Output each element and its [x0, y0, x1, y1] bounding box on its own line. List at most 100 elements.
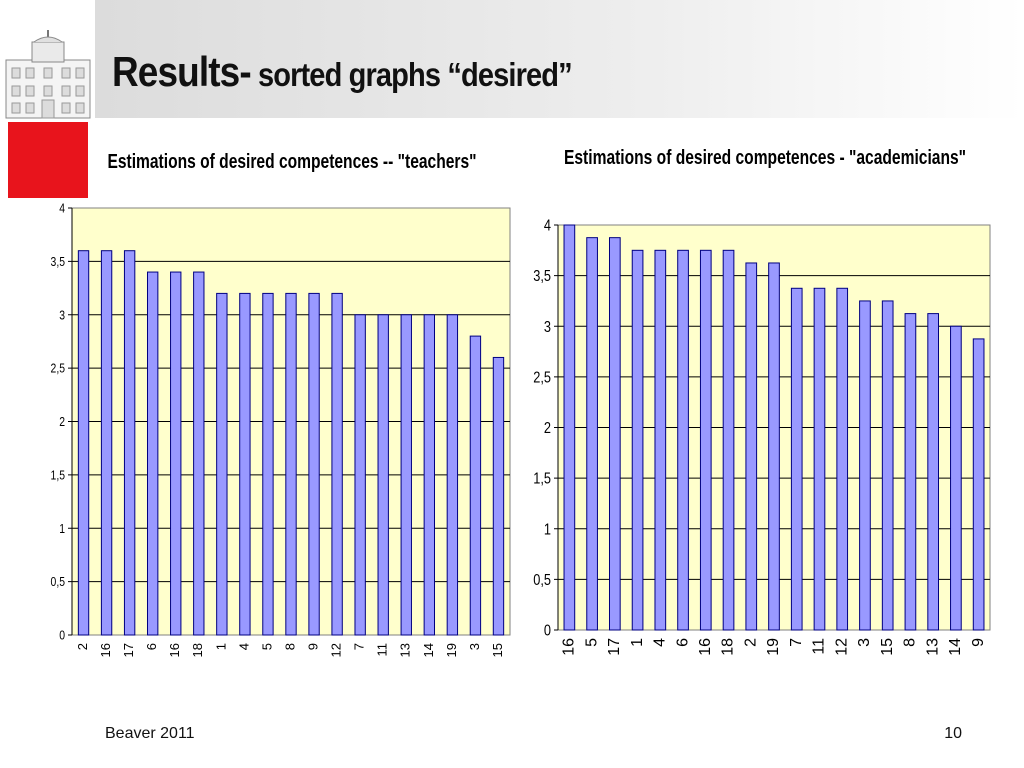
x-tick-label: 12 — [833, 638, 850, 656]
x-tick-label: 2 — [75, 643, 90, 650]
y-tick-label: 1,5 — [533, 470, 551, 488]
x-tick-label: 14 — [947, 638, 964, 656]
title-subtitle: sorted graphs “desired” — [250, 56, 573, 93]
y-tick-label: 3 — [544, 319, 551, 337]
bar-3 — [859, 300, 871, 631]
red-logo-block — [8, 122, 88, 198]
x-tick-label: 6 — [674, 638, 691, 647]
y-tick-label: 2,5 — [51, 362, 66, 376]
x-tick-label: 15 — [490, 643, 505, 657]
bar-4 — [239, 292, 251, 636]
y-tick-label: 1,5 — [51, 468, 66, 482]
bar-17 — [123, 250, 136, 636]
page-number: 10 — [944, 725, 962, 742]
x-tick-label: 4 — [236, 643, 251, 650]
x-tick-label: 13 — [924, 638, 941, 656]
y-tick-label: 4 — [544, 217, 551, 235]
bar-17 — [608, 237, 621, 631]
x-tick-label: 16 — [167, 643, 182, 657]
bar-19 — [446, 314, 459, 636]
x-tick-label: 5 — [583, 638, 600, 647]
y-tick-label: 1 — [544, 521, 551, 539]
x-tick-label: 2 — [742, 638, 759, 647]
bar-15 — [881, 300, 894, 631]
bar-6 — [677, 249, 689, 631]
bar-5 — [262, 292, 274, 636]
y-tick-label: 3,5 — [533, 268, 551, 286]
x-tick-label: 8 — [282, 643, 297, 650]
x-tick-label: 3 — [467, 643, 482, 650]
bar-16 — [170, 271, 182, 636]
bar-6 — [146, 271, 159, 636]
chart-academicians: Estimations of desired competences - "ac… — [533, 146, 991, 656]
chart-teachers: Estimations of desired competences -- "t… — [51, 150, 511, 657]
bar-7 — [354, 314, 366, 636]
y-tick-label: 2 — [544, 420, 551, 438]
bar-14 — [423, 314, 436, 636]
y-tick-label: 3 — [59, 308, 65, 322]
y-tick-label: 0 — [59, 629, 65, 643]
bar-13 — [400, 314, 412, 636]
footer-text: Beaver 2011 — [105, 725, 195, 742]
y-tick-label: 0,5 — [51, 575, 66, 589]
bar-11 — [813, 287, 826, 631]
x-tick-label: 1 — [213, 643, 228, 650]
x-tick-label: 12 — [329, 643, 344, 657]
bar-11 — [377, 314, 389, 636]
y-tick-label: 4 — [59, 202, 65, 216]
bar-16 — [699, 249, 712, 631]
building-logo-icon — [5, 30, 91, 119]
bar-12 — [331, 292, 343, 636]
x-tick-label: 14 — [421, 643, 436, 657]
x-tick-label: 16 — [697, 638, 714, 656]
y-tick-label: 1 — [59, 522, 65, 536]
x-tick-label: 1 — [629, 638, 646, 647]
x-tick-label: 17 — [121, 643, 136, 657]
bar-2 — [745, 262, 758, 631]
x-tick-label: 11 — [811, 638, 828, 655]
bar-8 — [285, 292, 297, 636]
x-tick-label: 18 — [720, 638, 737, 656]
x-tick-label: 19 — [765, 638, 782, 656]
bar-16 — [563, 224, 576, 631]
y-tick-label: 0,5 — [533, 572, 551, 590]
bar-18 — [722, 249, 735, 631]
x-tick-label: 9 — [970, 638, 987, 647]
bar-19 — [768, 262, 780, 631]
bar-18 — [193, 271, 205, 636]
x-tick-label: 17 — [606, 638, 623, 656]
bar-1 — [631, 249, 644, 631]
y-tick-label: 3,5 — [51, 255, 66, 269]
title-main: Results- — [112, 48, 252, 95]
x-tick-label: 16 — [98, 643, 113, 657]
bar-5 — [586, 237, 598, 631]
x-tick-label: 16 — [561, 638, 578, 656]
header-band — [95, 0, 1024, 118]
x-tick-label: 13 — [398, 643, 413, 657]
bar-13 — [927, 313, 940, 631]
bar-15 — [492, 356, 505, 636]
x-tick-label: 3 — [856, 638, 873, 647]
x-tick-label: 7 — [788, 638, 805, 647]
bar-1 — [216, 292, 228, 636]
bar-9 — [308, 292, 320, 636]
x-tick-label: 6 — [144, 643, 159, 650]
bar-2 — [77, 250, 90, 636]
slide-title: Results- sorted graphs “desired” — [112, 48, 573, 96]
chart-title: Estimations of desired competences -- "t… — [107, 150, 476, 172]
x-tick-label: 15 — [879, 638, 896, 656]
x-tick-label: 8 — [902, 638, 919, 647]
bar-4 — [654, 249, 667, 631]
x-tick-label: 4 — [652, 638, 669, 647]
bar-7 — [790, 287, 803, 631]
y-tick-label: 2,5 — [533, 369, 551, 387]
y-tick-label: 0 — [544, 622, 551, 640]
x-tick-label: 18 — [190, 643, 205, 657]
bar-3 — [469, 335, 482, 636]
x-tick-label: 9 — [305, 643, 320, 650]
bar-16 — [100, 250, 113, 636]
bar-9 — [972, 338, 985, 631]
chart-title: Estimations of desired competences - "ac… — [564, 146, 966, 168]
x-tick-label: 7 — [352, 643, 367, 650]
x-tick-label: 5 — [259, 643, 274, 650]
